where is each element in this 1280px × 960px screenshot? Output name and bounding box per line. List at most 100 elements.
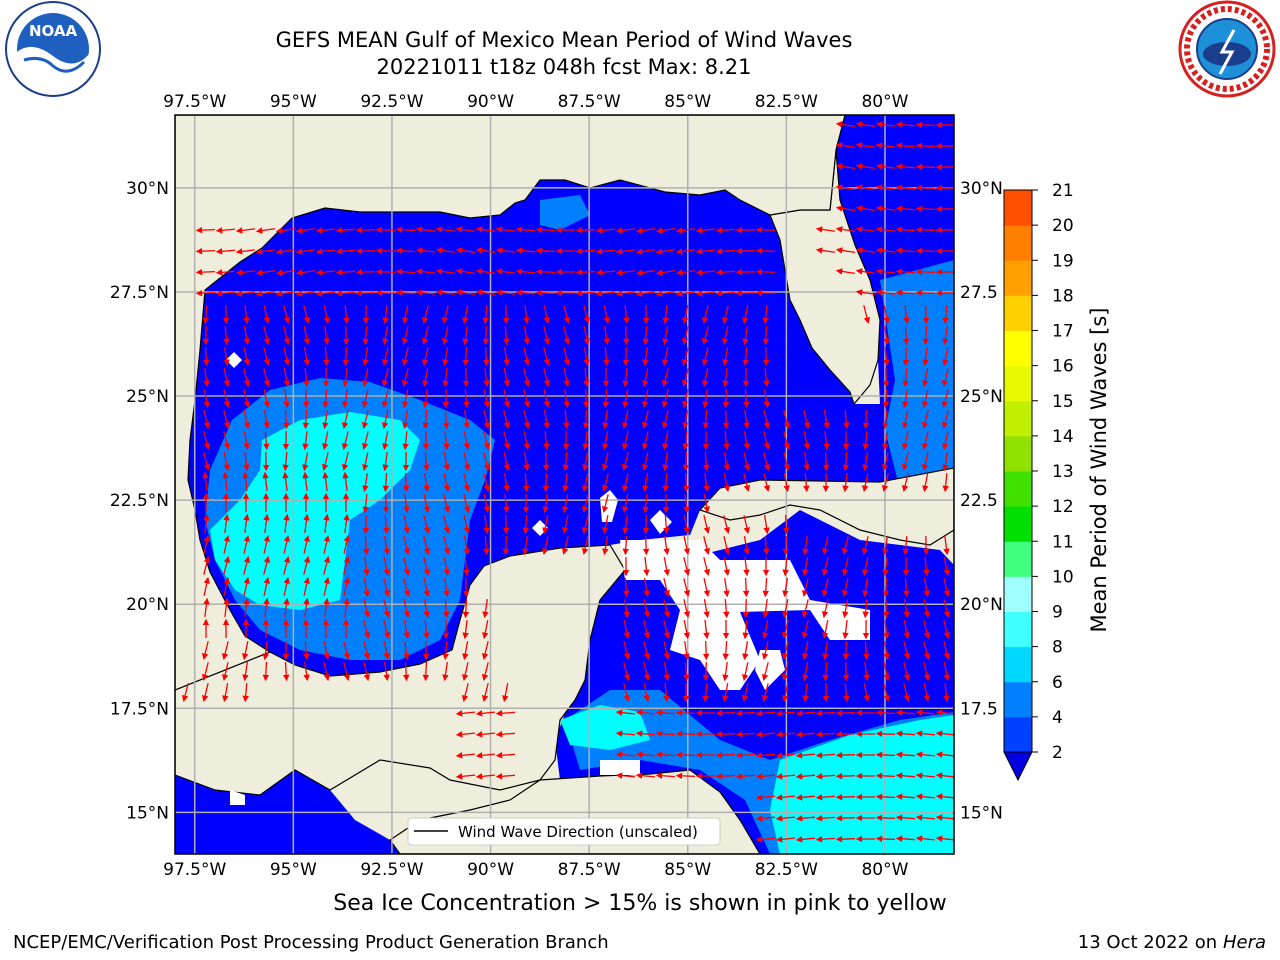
lon-tick-label-bottom: 95°W (270, 860, 317, 880)
wind-wave-arrow (782, 535, 790, 556)
wind-wave-arrow (601, 473, 609, 492)
wind-wave-arrow (483, 410, 491, 430)
wind-wave-arrow (283, 597, 290, 618)
wind-wave-arrow (755, 289, 776, 297)
wind-wave-arrow (755, 710, 776, 717)
wind-wave-arrow (775, 731, 796, 738)
wind-wave-arrow (855, 226, 876, 233)
wind-wave-arrow (623, 577, 630, 598)
wind-wave-arrow (835, 205, 855, 212)
wind-wave-arrow (895, 226, 916, 233)
wind-wave-arrow (902, 410, 909, 430)
wind-wave-arrow (463, 473, 471, 492)
wind-wave-arrow (562, 472, 569, 493)
wind-wave-arrow (781, 641, 789, 660)
wind-wave-arrow (643, 556, 650, 577)
wind-wave-arrow (282, 471, 289, 492)
wind-wave-arrow (481, 683, 489, 703)
wind-wave-arrow (935, 751, 954, 758)
wind-wave-arrow (483, 514, 490, 535)
wind-wave-arrow (543, 305, 550, 325)
wind-wave-arrow (742, 346, 749, 367)
wind-wave-arrow (742, 641, 749, 661)
wind-wave-arrow (701, 326, 709, 345)
wind-wave-arrow (275, 227, 295, 234)
wind-wave-arrow (362, 452, 369, 472)
wind-wave-arrow (382, 472, 390, 493)
wind-wave-arrow (743, 409, 750, 430)
wind-wave-arrow (475, 710, 496, 717)
wind-wave-arrow (902, 389, 909, 409)
legend-label: Wind Wave Direction (unscaled) (458, 823, 698, 841)
wind-wave-arrow (383, 536, 390, 556)
wind-wave-arrow (215, 227, 236, 234)
wind-wave-arrow (842, 599, 849, 619)
wind-wave-arrow (581, 536, 589, 556)
wind-wave-arrow (463, 536, 470, 556)
wind-wave-arrow (315, 269, 336, 276)
wind-wave-arrow (615, 248, 636, 255)
wind-wave-arrow (835, 793, 856, 801)
wind-wave-arrow (903, 304, 910, 325)
wind-wave-arrow (303, 597, 310, 618)
wind-wave-arrow (322, 471, 329, 492)
wind-wave-arrow (203, 452, 211, 471)
wind-wave-arrow (883, 641, 890, 661)
wind-wave-arrow (341, 452, 349, 471)
wind-wave-arrow (323, 662, 331, 682)
wind-wave-arrow (282, 409, 290, 430)
wind-wave-arrow (841, 557, 849, 576)
wind-wave-arrow (661, 368, 669, 387)
wind-wave-arrow (582, 430, 589, 451)
wind-wave-arrow (743, 452, 751, 472)
wind-wave-arrow (703, 472, 710, 493)
wind-wave-arrow (755, 794, 776, 801)
wind-wave-arrow (201, 662, 209, 681)
wind-wave-arrow (495, 731, 516, 738)
wind-wave-arrow (835, 268, 855, 275)
wind-wave-arrow (641, 431, 649, 450)
wind-wave-arrow (775, 836, 796, 843)
wind-wave-arrow (835, 835, 856, 843)
wave-period-2-4-east (880, 260, 954, 500)
wind-wave-arrow (583, 347, 590, 367)
wind-wave-arrow (903, 598, 910, 619)
colorbar-segment (1004, 611, 1032, 648)
wind-wave-arrow (423, 515, 431, 535)
wind-wave-arrow (895, 793, 916, 800)
wind-wave-arrow (235, 248, 256, 255)
wind-wave-arrow (302, 452, 309, 472)
wind-wave-arrow (702, 389, 709, 409)
wind-wave-arrow (435, 226, 456, 233)
wind-wave-arrow (935, 709, 954, 716)
cuba-island (698, 467, 954, 546)
wind-wave-arrow (455, 268, 475, 275)
wind-wave-arrow (915, 142, 936, 150)
colorbar-segment (1004, 365, 1032, 402)
lat-tick-label-left: 20°N (126, 595, 169, 615)
wind-wave-arrow (343, 597, 350, 618)
wind-wave-arrow (843, 682, 850, 703)
wind-wave-arrow (223, 452, 230, 472)
wind-wave-arrow (762, 346, 770, 367)
wind-wave-arrow (243, 410, 251, 430)
wind-wave-arrow (455, 710, 476, 717)
wind-wave-arrow (442, 409, 450, 430)
wind-wave-arrow (783, 410, 791, 429)
colorbar-tick-label: 14 (1052, 427, 1074, 447)
wind-wave-arrow (723, 430, 730, 451)
wind-wave-arrow (875, 142, 896, 149)
wind-wave-arrow (802, 557, 809, 577)
wind-wave-arrow (383, 557, 390, 577)
wind-wave-arrow (463, 410, 470, 430)
wind-wave-arrow (263, 368, 271, 388)
wind-wave-arrow (922, 368, 929, 388)
wind-wave-arrow (842, 640, 850, 661)
wind-wave-arrow (203, 431, 211, 450)
wind-wave-arrow (383, 662, 390, 682)
wind-wave-arrow (362, 473, 369, 493)
wind-wave-arrow (401, 347, 409, 366)
wind-wave-arrow (403, 536, 411, 556)
wind-wave-arrow (415, 268, 436, 275)
wind-wave-arrow (822, 536, 829, 556)
